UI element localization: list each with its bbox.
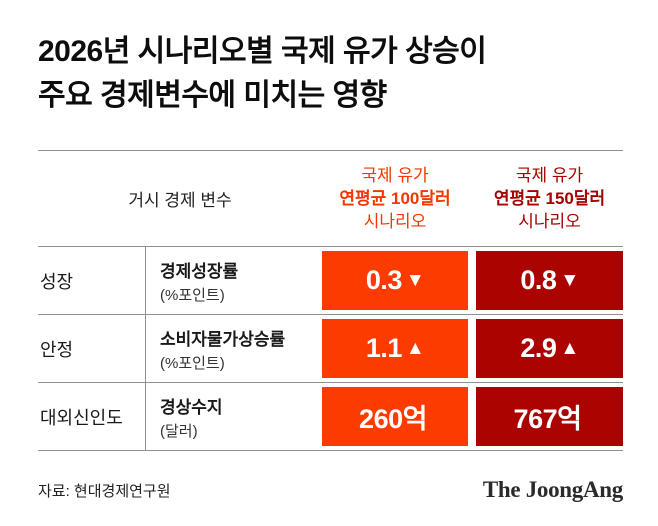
column-header-variables: 거시 경제 변수	[128, 191, 232, 210]
variable-unit: (%포인트)	[160, 354, 225, 372]
down-triangle-icon: ▼	[405, 269, 425, 291]
variable-name: 경제성장률	[160, 261, 239, 281]
scenario-100-value: 260억	[322, 387, 468, 446]
up-triangle-icon: ▲	[405, 337, 425, 359]
joongang-logo: The JoongAng	[482, 477, 623, 502]
up-triangle-icon: ▲	[560, 337, 579, 359]
source-credit: 자료: 현대경제연구원	[38, 482, 171, 500]
row-variable: 소비자물가상승률 (%포인트)	[145, 315, 322, 382]
value-number: 260억	[359, 404, 427, 434]
scenario-100-value: 1.1 ▲	[322, 319, 468, 378]
variable-name: 경상수지	[160, 397, 223, 417]
row-variable: 경상수지 (달러)	[145, 383, 322, 450]
column-gap	[468, 315, 476, 382]
scenario-table: 거시 경제 변수 국제 유가 연평균 100달러 시나리오 국제 유가 연평균 …	[38, 150, 623, 451]
scenario-150-line3: 시나리오	[518, 212, 581, 231]
scenario-150-line2: 연평균 150달러	[493, 189, 606, 208]
value-number: 0.8	[520, 265, 557, 295]
table-row-growth: 성장 경제성장률 (%포인트) 0.3 ▼ 0.8 ▼	[38, 247, 623, 315]
value-number: 2.9	[520, 333, 557, 363]
scenario-100-line1: 국제 유가	[361, 166, 429, 185]
row-category: 대외신인도	[40, 407, 123, 428]
scenario-150-value: 767억	[476, 387, 623, 446]
value-number: 767억	[513, 404, 582, 434]
scenario-150-line1: 국제 유가	[515, 166, 584, 185]
variable-name: 소비자물가상승률	[160, 329, 286, 349]
page-title-line1: 2026년 시나리오별 국제 유가 상승이	[38, 35, 487, 68]
down-triangle-icon: ▼	[560, 269, 579, 291]
page-title-line2: 주요 경제변수에 미치는 영향	[38, 79, 387, 112]
variable-unit: (%포인트)	[160, 286, 225, 304]
table-header-row: 거시 경제 변수 국제 유가 연평균 100달러 시나리오 국제 유가 연평균 …	[38, 150, 623, 247]
value-number: 1.1	[365, 333, 403, 363]
column-header-scenario-100: 국제 유가 연평균 100달러 시나리오	[322, 164, 468, 233]
row-category: 안정	[40, 339, 74, 360]
scenario-150-value: 0.8 ▼	[476, 251, 623, 310]
table-row-credibility: 대외신인도 경상수지 (달러) 260억 767억	[38, 383, 623, 451]
row-variable: 경제성장률 (%포인트)	[145, 247, 322, 314]
variable-unit: (달러)	[160, 422, 198, 440]
row-category: 성장	[40, 271, 74, 292]
scenario-100-value: 0.3 ▼	[322, 251, 468, 310]
page-title: 2026년 시나리오별 국제 유가 상승이 주요 경제변수에 미치는 영향	[38, 30, 623, 118]
column-gap	[468, 247, 476, 314]
column-gap	[468, 383, 476, 450]
table-row-stability: 안정 소비자물가상승률 (%포인트) 1.1 ▲ 2.9 ▲	[38, 315, 623, 383]
footer: 자료: 현대경제연구원 The JoongAng	[38, 477, 623, 503]
value-number: 0.3	[365, 265, 403, 295]
scenario-100-line3: 시나리오	[363, 212, 427, 231]
scenario-100-line2: 연평균 100달러	[339, 189, 451, 208]
scenario-150-value: 2.9 ▲	[476, 319, 623, 378]
column-header-scenario-150: 국제 유가 연평균 150달러 시나리오	[476, 164, 623, 233]
